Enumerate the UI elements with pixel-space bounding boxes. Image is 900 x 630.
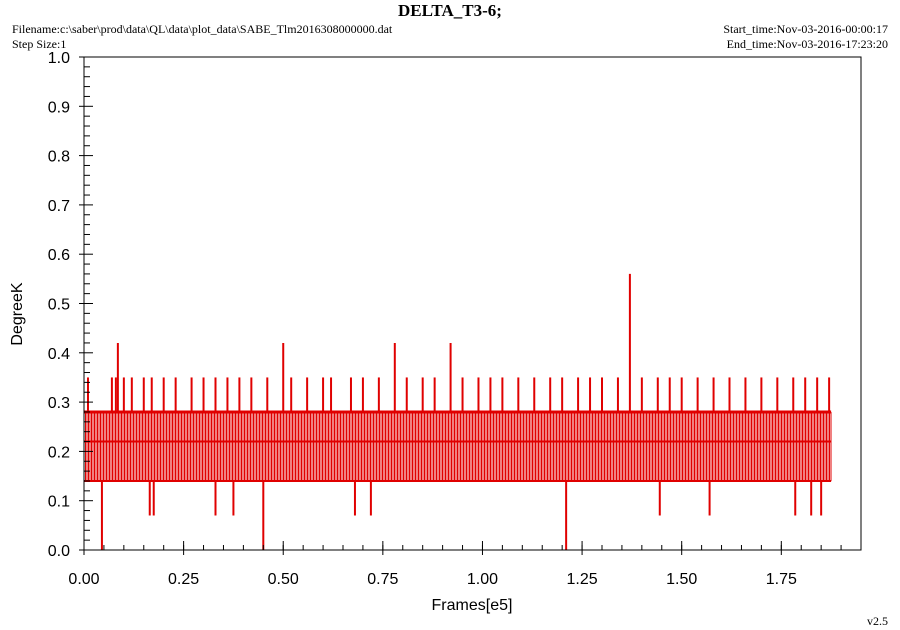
x-tick-label: 0.50 [268,571,299,588]
step-size-label: Step Size:1 [12,37,67,51]
y-tick-label: 0.4 [48,346,70,363]
x-tick-label: 0.25 [168,571,199,588]
x-tick-label: 1.00 [467,571,498,588]
start-time-label: Start_time:Nov-03-2016-00:00:17 [723,22,888,36]
x-tick-label: 0.00 [68,571,99,588]
y-tick-label: 0.0 [48,543,70,560]
y-tick-label: 0.6 [48,247,70,264]
y-tick-label: 0.9 [48,99,70,116]
x-tick-label: 0.75 [367,571,398,588]
x-tick-label: 1.25 [567,571,598,588]
series-band [83,412,832,481]
axis-layer: 0.0 0.1 0.2 0.3 0.4 0.5 0.6 0.7 0.8 0.9 1.0 0.00 0.2… [48,50,862,588]
filename-label: Filename:c:\saber\prod\data\QL\data\plot… [12,22,393,36]
x-tick-label: 1.50 [666,571,697,588]
x-axis-label: Frames[e5] [432,597,513,614]
y-tick-label: 0.1 [48,494,70,511]
version-label: v2.5 [867,614,888,628]
chart-title: DELTA_T3-6; [398,1,502,20]
y-tick-label: 1.0 [48,50,70,67]
y-tick-label: 0.7 [48,198,70,215]
y-tick-label: 0.8 [48,149,70,166]
end-time-label: End_time:Nov-03-2016-17:23:20 [726,37,888,51]
y-tick-label: 0.2 [48,444,70,461]
y-tick-label: 0.5 [48,297,70,314]
x-tick-label: 1.75 [766,571,797,588]
y-axis-label: DegreeK [9,282,26,345]
series-layer [83,273,832,550]
y-tick-label: 0.3 [48,395,70,412]
